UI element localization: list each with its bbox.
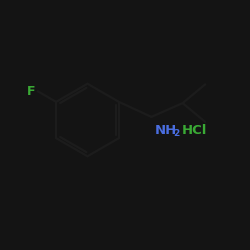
Text: 2: 2 [173,129,180,138]
Text: HCl: HCl [182,124,207,137]
Text: F: F [27,85,36,98]
Text: NH: NH [155,124,178,137]
